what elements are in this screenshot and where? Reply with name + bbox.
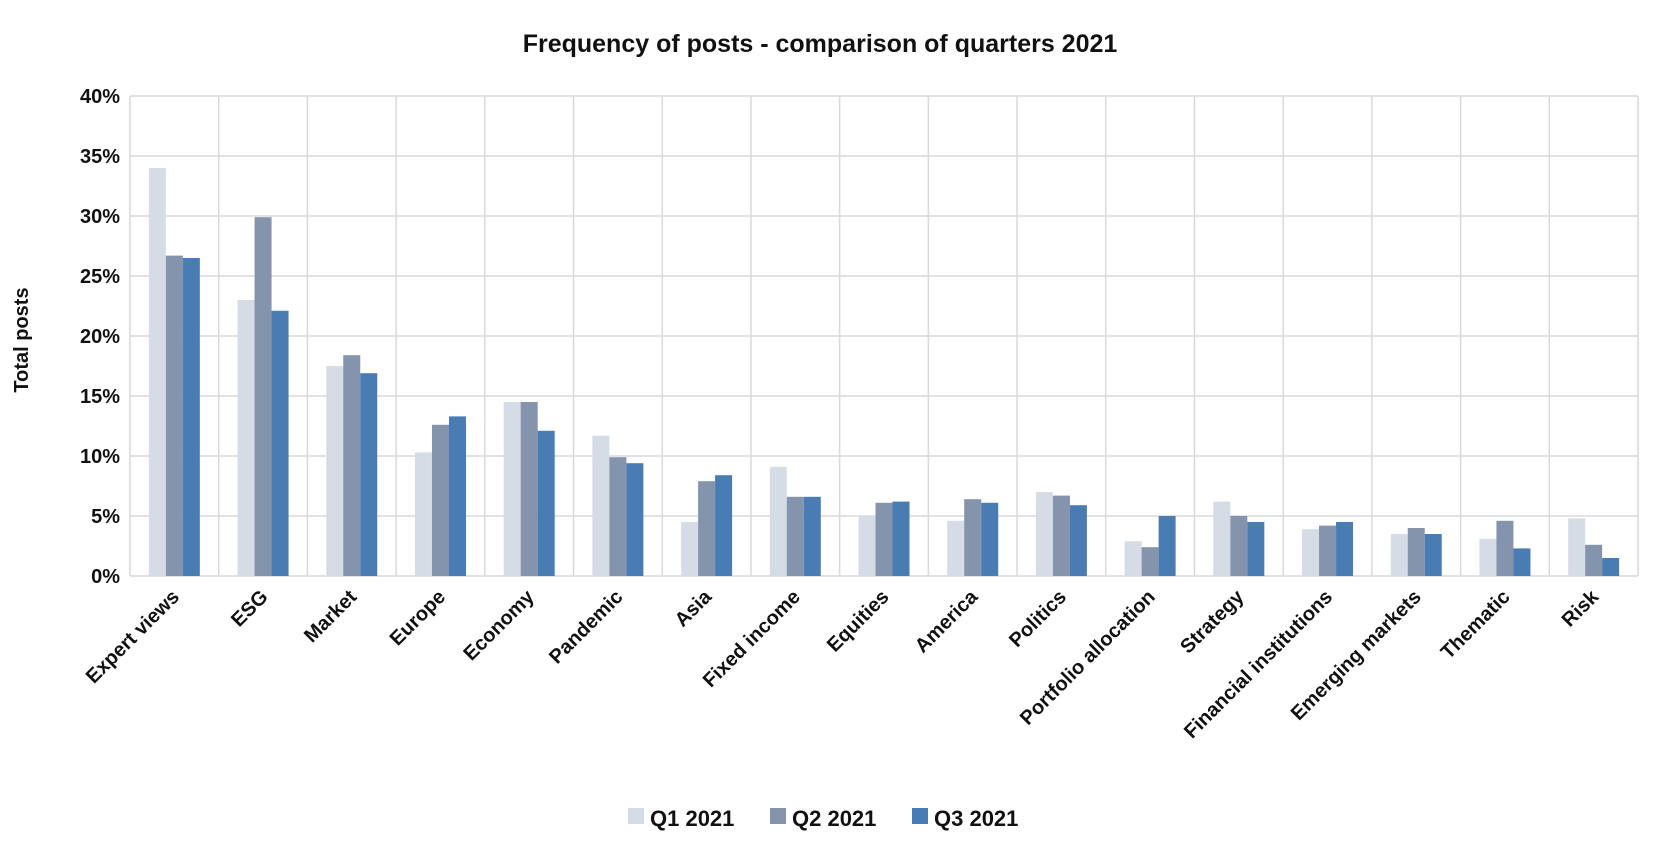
x-tick-label: Equities [823, 586, 894, 657]
x-tick-label: America [911, 585, 983, 657]
bar [1124, 541, 1142, 576]
bar [414, 452, 432, 576]
bar [271, 310, 289, 576]
y-tick-label: 40% [80, 86, 120, 108]
bar [537, 430, 555, 576]
y-tick-label: 15% [80, 386, 120, 408]
bar [681, 522, 699, 576]
bar [1230, 516, 1248, 576]
x-tick-label: Economy [459, 585, 539, 665]
bar [1390, 534, 1408, 576]
bar [1247, 522, 1265, 576]
bar [892, 501, 910, 576]
bar [858, 516, 876, 576]
bar [803, 496, 821, 576]
bar [715, 475, 733, 576]
legend: Q1 2021 Q2 2021 Q3 2021 [628, 806, 1018, 831]
bar [981, 502, 999, 576]
x-tick-label: Expert views [82, 586, 184, 688]
bar [148, 168, 166, 576]
legend-label: Q2 2021 [792, 806, 876, 831]
bar [1336, 522, 1354, 576]
bar [360, 373, 378, 576]
bar [326, 366, 344, 576]
y-tick-label: 20% [80, 326, 120, 348]
bar [1585, 544, 1603, 576]
legend-label: Q3 2021 [934, 806, 1018, 831]
bar [1513, 548, 1531, 576]
bar [1407, 528, 1425, 576]
grid [129, 95, 1639, 577]
x-tick-label: ESG [227, 586, 272, 631]
bar [1069, 505, 1087, 576]
legend-swatch [770, 808, 786, 824]
x-tick-label: Financial institutions [1180, 586, 1337, 743]
y-axis-ticks: 0% 5% 10% 15% 20% 25% 30% 35% 40% [80, 86, 120, 588]
bar [1052, 495, 1070, 576]
chart-title: Frequency of posts - comparison of quart… [523, 30, 1118, 58]
bar [1141, 547, 1159, 576]
bar [947, 520, 965, 576]
x-tick-label: Market [300, 586, 361, 647]
bar [1035, 492, 1053, 576]
bar [520, 402, 538, 576]
bar [1496, 520, 1514, 576]
bar [626, 463, 644, 576]
bar [609, 457, 627, 576]
bar [964, 499, 982, 576]
bar [343, 355, 361, 576]
x-tick-label: Europe [386, 586, 450, 650]
bar [165, 255, 183, 576]
legend-label: Q1 2021 [650, 806, 734, 831]
y-tick-label: 0% [91, 566, 120, 588]
bar [1424, 534, 1442, 576]
y-tick-label: 5% [91, 506, 120, 528]
bar [237, 300, 255, 576]
x-tick-label: Thematic [1437, 586, 1515, 664]
x-tick-label: Strategy [1176, 585, 1249, 658]
bar [1213, 501, 1231, 576]
bar [1319, 525, 1337, 576]
y-tick-label: 30% [80, 206, 120, 228]
bars [148, 168, 1620, 576]
legend-swatch [628, 808, 644, 824]
bar [448, 416, 466, 576]
bar [254, 217, 272, 576]
bar [1479, 538, 1497, 576]
y-axis-label: Total posts [11, 287, 33, 392]
x-tick-label: Pandemic [545, 586, 627, 668]
x-tick-label: Risk [1558, 585, 1604, 631]
y-tick-label: 25% [80, 266, 120, 288]
bar [875, 502, 893, 576]
bar [698, 481, 716, 576]
x-axis-categories: Expert views ESG Market Europe Economy Pandem… [82, 585, 1604, 743]
bar [1568, 518, 1586, 576]
legend-swatch [912, 808, 928, 824]
x-tick-label: Politics [1005, 586, 1071, 652]
bar [182, 258, 200, 576]
bar [431, 424, 449, 576]
bar [786, 496, 804, 576]
bar [592, 435, 610, 576]
bar [769, 466, 787, 576]
x-tick-label: Asia [671, 585, 717, 631]
y-tick-label: 10% [80, 446, 120, 468]
bar [1158, 516, 1176, 576]
bar [1302, 529, 1320, 576]
y-tick-label: 35% [80, 146, 120, 168]
bar [503, 402, 521, 576]
bar [1602, 558, 1620, 576]
